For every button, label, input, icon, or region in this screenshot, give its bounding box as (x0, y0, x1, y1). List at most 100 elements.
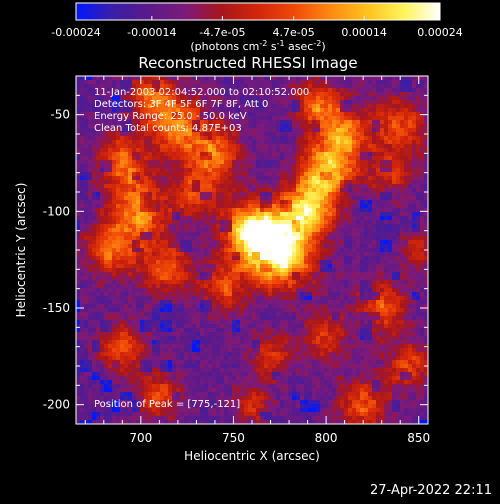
heatmap-cell (256, 224, 260, 228)
heatmap-cell (280, 220, 284, 224)
heatmap-cell (104, 140, 108, 144)
heatmap-cell (412, 128, 416, 132)
heatmap-cell (320, 292, 324, 296)
heatmap-cell (336, 220, 340, 224)
heatmap-cell (408, 244, 412, 248)
heatmap-cell (160, 136, 164, 140)
heatmap-cell (208, 188, 212, 192)
heatmap-cell (252, 244, 256, 248)
heatmap-cell (408, 208, 412, 212)
heatmap-cell (84, 252, 88, 256)
heatmap-cell (208, 256, 212, 260)
heatmap-cell (332, 284, 336, 288)
heatmap-cell (256, 292, 260, 296)
heatmap-cell (320, 196, 324, 200)
heatmap-cell (396, 196, 400, 200)
heatmap-cell (112, 236, 116, 240)
heatmap-cell (284, 288, 288, 292)
heatmap-cell (124, 236, 128, 240)
heatmap-cell (256, 188, 260, 192)
heatmap-cell (176, 188, 180, 192)
heatmap-cell (340, 284, 344, 288)
heatmap-cell (404, 240, 408, 244)
heatmap-cell (308, 160, 312, 164)
heatmap-cell (192, 240, 196, 244)
heatmap-cell (192, 268, 196, 272)
heatmap-cell (100, 252, 104, 256)
heatmap-cell (260, 292, 264, 296)
heatmap-cell (404, 200, 408, 204)
heatmap-cell (256, 272, 260, 276)
heatmap-cell (424, 148, 428, 152)
heatmap-cell (156, 224, 160, 228)
heatmap-cell (172, 180, 176, 184)
heatmap-cell (96, 188, 100, 192)
heatmap-cell (312, 112, 316, 116)
heatmap-cell (360, 176, 364, 180)
heatmap-cell (392, 80, 396, 84)
heatmap-cell (376, 212, 380, 216)
heatmap-cell (236, 224, 240, 228)
heatmap-cell (352, 80, 356, 84)
heatmap-cell (420, 144, 424, 148)
heatmap-cell (304, 132, 308, 136)
heatmap-cell (92, 256, 96, 260)
heatmap-cell (88, 256, 92, 260)
heatmap-cell (128, 232, 132, 236)
heatmap-cell (348, 84, 352, 88)
heatmap-cell (416, 264, 420, 268)
heatmap-cell (384, 136, 388, 140)
heatmap-cell (164, 292, 168, 296)
heatmap-cell (108, 256, 112, 260)
heatmap-cell (288, 240, 292, 244)
heatmap-cell (396, 172, 400, 176)
heatmap-cell (188, 224, 192, 228)
heatmap-cell (412, 148, 416, 152)
heatmap-cell (328, 108, 332, 112)
heatmap-cell (220, 240, 224, 244)
heatmap-cell (200, 276, 204, 280)
heatmap-cell (424, 184, 428, 188)
heatmap-cell (204, 264, 208, 268)
heatmap-cell (344, 108, 348, 112)
heatmap-cell (316, 148, 320, 152)
heatmap-cell (312, 164, 316, 168)
heatmap-cell (424, 84, 428, 88)
heatmap-cell (240, 296, 244, 300)
heatmap-cell (204, 232, 208, 236)
heatmap-cell (368, 248, 372, 252)
heatmap-cell (380, 216, 384, 220)
heatmap-cell (112, 184, 116, 188)
heatmap-cell (280, 204, 284, 208)
heatmap-cell (160, 256, 164, 260)
heatmap-cell (228, 188, 232, 192)
heatmap-cell (416, 180, 420, 184)
heatmap-cell (288, 156, 292, 160)
heatmap-cell (212, 180, 216, 184)
heatmap-cell (272, 280, 276, 284)
heatmap-cell (156, 296, 160, 300)
heatmap-cell (124, 160, 128, 164)
heatmap-cell (220, 160, 224, 164)
heatmap-cell (92, 292, 96, 296)
heatmap-cell (408, 168, 412, 172)
heatmap-cell (96, 200, 100, 204)
heatmap-cell (124, 244, 128, 248)
heatmap-cell (300, 164, 304, 168)
heatmap-cell (192, 152, 196, 156)
heatmap-cell (104, 160, 108, 164)
heatmap-cell (96, 220, 100, 224)
heatmap-cell (236, 184, 240, 188)
heatmap-cell (232, 196, 236, 200)
heatmap-cell (152, 208, 156, 212)
heatmap-cell (388, 192, 392, 196)
heatmap-cell (268, 292, 272, 296)
heatmap-cell (172, 268, 176, 272)
heatmap-cell (184, 248, 188, 252)
heatmap-cell (156, 208, 160, 212)
heatmap-cell (332, 196, 336, 200)
heatmap-cell (388, 220, 392, 224)
heatmap-cell (404, 244, 408, 248)
heatmap-cell (176, 80, 180, 84)
heatmap-cell (232, 140, 236, 144)
